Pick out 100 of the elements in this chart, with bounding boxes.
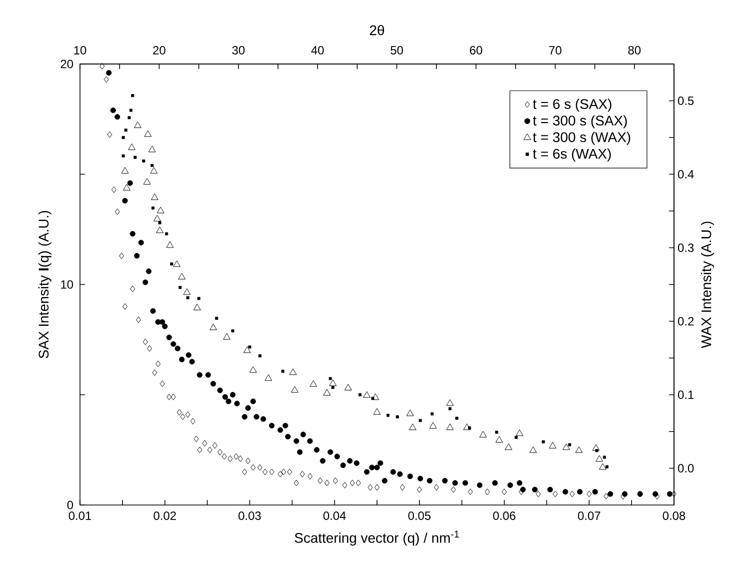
y-tick-label: 20 [60, 60, 74, 68]
y2-tick-label: 0.1 [678, 390, 694, 399]
point [156, 226, 164, 234]
point [143, 178, 151, 185]
point [344, 384, 352, 390]
y2-tick-label: 0.0 [678, 464, 694, 472]
point [166, 241, 174, 248]
point [568, 443, 572, 446]
point [151, 206, 154, 210]
point [358, 393, 362, 396]
point [210, 324, 217, 330]
point [468, 426, 471, 430]
point [596, 455, 604, 462]
y2-tick-label: 0.3 [678, 244, 694, 252]
point [310, 380, 318, 387]
point [249, 366, 257, 373]
x2-axis-title: 2θ [370, 24, 384, 36]
x2-tick-label: 30 [232, 46, 245, 54]
point [396, 415, 399, 418]
point [178, 272, 186, 280]
point [142, 160, 146, 163]
point [178, 286, 182, 289]
point [542, 440, 545, 444]
x2-tick-label: 60 [470, 46, 482, 54]
x2-tick-label: 40 [311, 46, 324, 54]
legend-label: t = 6s (WAX) [532, 148, 611, 162]
point [430, 412, 434, 416]
point [363, 391, 371, 398]
point [323, 389, 331, 396]
point [595, 449, 598, 452]
point [281, 370, 284, 373]
point [290, 386, 298, 393]
point [131, 94, 134, 98]
point [371, 396, 374, 400]
y2-axis-title: WAX Intensity (A.U.) [700, 222, 714, 348]
legend-label: t = 300 s (WAX) [532, 132, 630, 145]
y2-tick-label: 0.4 [678, 170, 694, 178]
y-tick-label: 10 [61, 280, 74, 289]
point [193, 304, 201, 310]
point [121, 167, 129, 174]
point [150, 164, 154, 167]
point [514, 436, 518, 439]
point [231, 329, 234, 332]
point [328, 377, 332, 380]
x-axis-title: Scattering vector (q) / nm$^{-1}$ [294, 530, 459, 546]
point [248, 345, 252, 348]
point [128, 144, 136, 150]
point [183, 288, 191, 295]
point [122, 136, 125, 139]
point [529, 446, 537, 453]
x2-tick-label: 10 [74, 46, 86, 54]
x-tick-label: 0.02 [154, 512, 176, 520]
point [372, 393, 380, 400]
point [592, 444, 600, 451]
x2-tick-label: 20 [153, 46, 166, 54]
y2-tick-label: 0.5 [678, 96, 694, 105]
point [495, 436, 503, 443]
point [170, 262, 174, 266]
y2-tick-label: 0.2 [678, 317, 694, 326]
y-axis-title: SAX Intensity I(q) (A.U.) [38, 210, 52, 358]
point [150, 194, 158, 200]
point [599, 463, 606, 470]
x-tick-label: 0.04 [323, 512, 346, 520]
point [154, 214, 161, 222]
x2-tick-label: 50 [390, 46, 403, 54]
x-tick-label: 0.06 [493, 512, 516, 520]
point [129, 108, 132, 112]
x-tick-label: 0.01 [68, 512, 92, 520]
point [144, 130, 152, 137]
x-tick-label: 0.03 [238, 512, 261, 520]
point [165, 232, 168, 236]
point [215, 316, 218, 320]
point [122, 154, 125, 158]
point [575, 446, 583, 453]
legend-label: t = 6 s (SAX) [532, 98, 612, 112]
point [158, 221, 162, 224]
point [124, 128, 128, 132]
point [186, 296, 190, 300]
x-tick-label: 0.05 [408, 512, 431, 520]
point [243, 346, 251, 353]
point [148, 146, 156, 152]
point [128, 116, 131, 120]
legend-label: t = 300 s (SAX) [532, 115, 627, 128]
y-tick-label: 0 [67, 500, 74, 510]
point [516, 429, 524, 436]
x-tick-label: 0.07 [578, 512, 600, 520]
point [479, 430, 487, 438]
point [429, 422, 437, 429]
point [418, 418, 422, 422]
point [331, 386, 334, 389]
point [258, 354, 262, 358]
point [223, 333, 231, 340]
point [264, 374, 272, 381]
point [602, 456, 606, 459]
point [122, 184, 130, 190]
point [463, 424, 471, 430]
point [455, 416, 458, 420]
point [373, 408, 381, 415]
point [156, 206, 164, 214]
point [173, 260, 180, 267]
